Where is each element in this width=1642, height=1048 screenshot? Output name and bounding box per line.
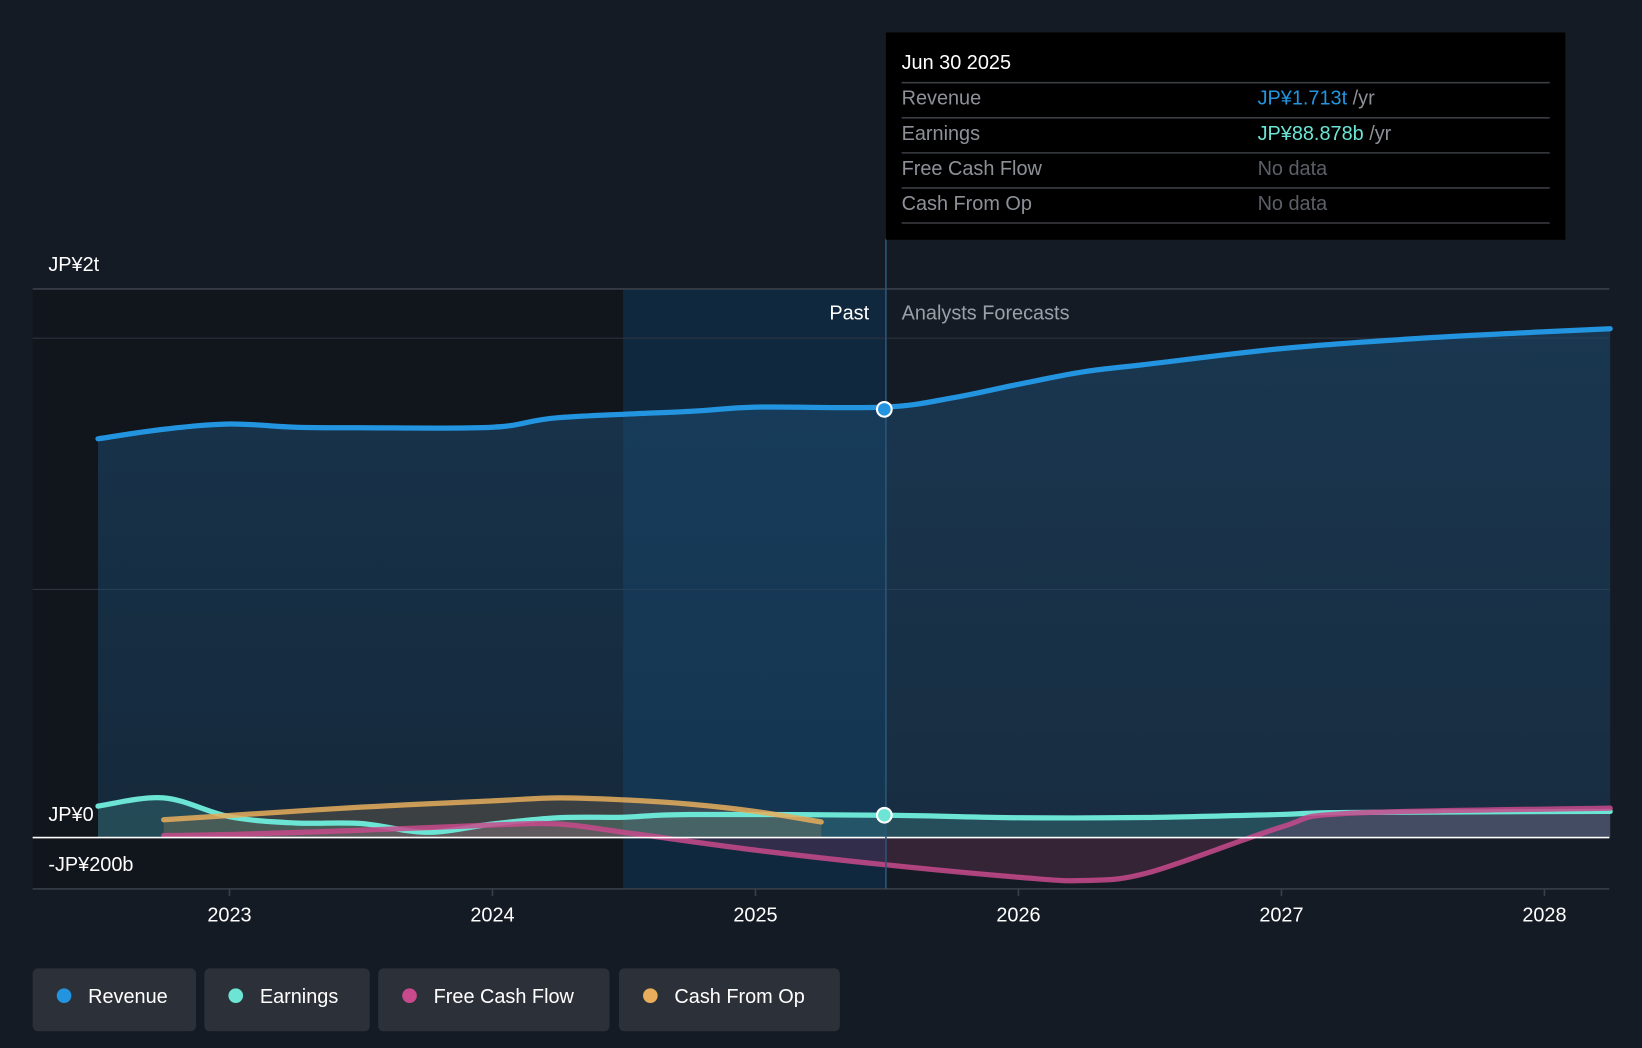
legend-dot-icon [402,988,417,1003]
tooltip-value: JP¥1.713t /yr [1258,88,1375,110]
x-axis-labels: 2023 2024 2025 2026 2027 2028 [207,888,1567,926]
tooltip-label: Earnings [902,123,981,145]
legend-label: Cash From Op [674,986,804,1008]
legend-item-cash-from-op[interactable]: Cash From Op [618,968,840,1032]
legend: Revenue Earnings Free Cash Flow Cash From O… [32,968,840,1032]
earnings-line [95,795,1613,835]
legend-button-bg[interactable] [204,968,370,1032]
y-tick-label: JP¥2t [48,254,99,276]
cash-from-op-area [163,797,822,838]
y-tick-label: -JP¥200b [48,854,133,876]
tooltip-label: Free Cash Flow [902,158,1043,180]
tooltip-value: No data [1258,193,1329,215]
legend-item-revenue[interactable]: Revenue [32,968,196,1032]
series-lines [32,326,1613,884]
free-cash-flow-line [161,805,1613,884]
x-tick-label: 2024 [470,904,514,926]
series-areas [97,328,1611,881]
legend-button-bg[interactable] [378,968,610,1032]
past-label: Past [829,302,869,324]
legend-dot-icon [56,988,72,1003]
x-tick-label: 2028 [1522,904,1566,926]
earnings-hover-dot [875,806,893,824]
cash-from-op-line [161,795,824,825]
x-tick-label: 2027 [1259,904,1303,926]
legend-dot-icon [643,988,658,1003]
legend-label: Free Cash Flow [434,986,575,1008]
x-tick-label: 2026 [996,904,1040,926]
x-tick-label: 2023 [207,904,251,926]
legend-button-bg[interactable] [32,968,196,1032]
legend-dot-icon [228,988,244,1003]
revenue-hover-dot [875,400,893,418]
revenue-area [97,328,1611,838]
y-tick-label: JP¥0 [48,804,93,826]
legend-label: Revenue [88,986,168,1008]
legend-button-bg[interactable] [618,968,840,1032]
forecast-label: Analysts Forecasts [902,302,1070,324]
y-axis-labels: JP¥2t JP¥0 -JP¥200b [48,254,133,876]
tooltip-value: No data [1258,158,1329,180]
tooltip-label: Revenue [902,88,982,110]
x-tick-label: 2025 [733,904,777,926]
tooltip-box [885,32,1566,240]
legend-label: Earnings [260,986,339,1008]
revenue-line [95,326,1613,442]
tooltip-value: JP¥88.878b /yr [1258,123,1392,145]
tooltip: Jun 30 2025 Revenue JP¥1.713t /yr Earnings… [885,32,1566,240]
legend-item-earnings[interactable]: Earnings [204,968,370,1032]
tooltip-label: Cash From Op [902,193,1032,215]
tooltip-date: Jun 30 2025 [902,52,1011,74]
legend-item-free-cash-flow[interactable]: Free Cash Flow [378,968,610,1032]
